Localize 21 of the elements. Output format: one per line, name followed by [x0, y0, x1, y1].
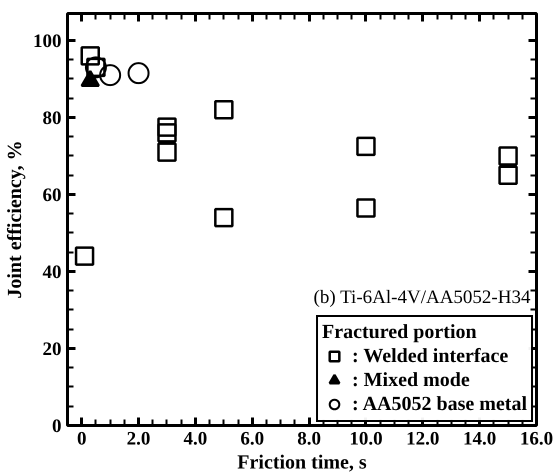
x-tick-label: 12.0	[406, 428, 440, 450]
x-tick-label: 6.0	[240, 428, 264, 450]
y-tick-label: 20	[42, 338, 62, 360]
x-tick-label: 2.0	[126, 428, 150, 450]
x-tick-label: 0	[76, 428, 86, 450]
x-tick-label: 4.0	[184, 428, 208, 450]
x-tick-label: 10.0	[349, 428, 383, 450]
legend-title: Fractured portion	[322, 321, 478, 344]
annotation: (b) Ti-6Al-4V/AA5052-H34	[314, 287, 531, 308]
y-tick-label: 100	[33, 30, 62, 52]
legend-label: : Mixed mode	[352, 368, 470, 392]
x-tick-label: 8.0	[297, 428, 321, 450]
legend-label: : AA5052 base metal	[352, 392, 527, 416]
y-tick-label: 80	[42, 108, 62, 129]
x-axis-title: Friction time, s	[237, 452, 367, 474]
y-axis-title: Joint efficiency, %	[4, 140, 26, 299]
legend-label: : Welded interface	[352, 344, 508, 368]
x-tick-label: 16.0	[520, 428, 554, 450]
y-tick-label: 60	[42, 184, 62, 206]
y-tick-label: 40	[42, 262, 62, 283]
x-tick-label: 14.0	[463, 428, 496, 450]
